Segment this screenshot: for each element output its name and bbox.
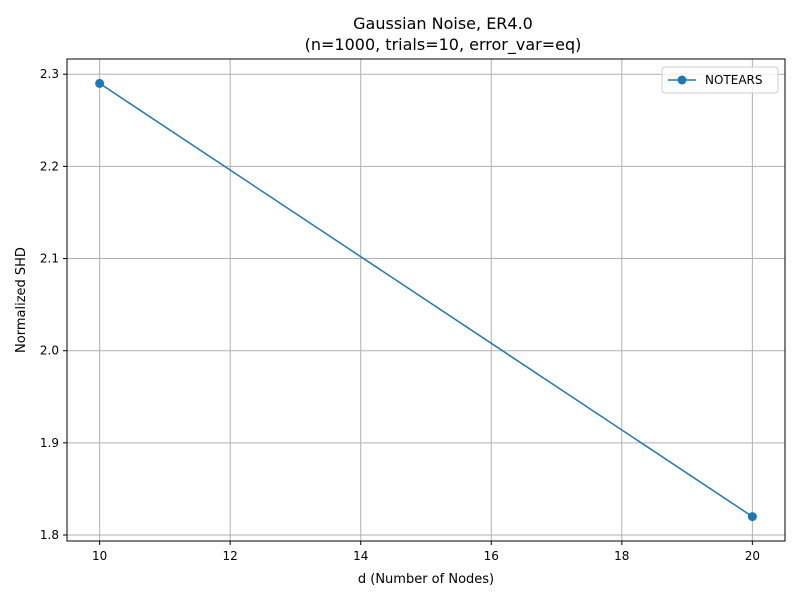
y-axis-label: Normalized SHD [14, 247, 29, 353]
x-tick-label: 16 [484, 549, 499, 563]
x-tick-label: 10 [92, 549, 107, 563]
legend-box [661, 66, 779, 94]
x-tick-label: 18 [614, 549, 629, 563]
series-line-notears [99, 82, 753, 518]
x-tick-label: 14 [353, 549, 368, 563]
chart-subtitle: (n=1000, trials=10, error_var=eq) [305, 35, 582, 55]
legend-label-notears: NOTEARS [705, 73, 763, 87]
legend: NOTEARS [661, 66, 779, 94]
x-tick-label: 12 [223, 549, 238, 563]
y-tick-label: 2.2 [40, 159, 59, 173]
y-axis-ticks: 1.8 1.9 2.0 2.1 2.2 2.3 [40, 67, 67, 542]
y-tick-label: 2.1 [40, 252, 59, 266]
x-tick-label: 20 [745, 549, 760, 563]
series-layer [95, 78, 757, 522]
x-axis-label: d (Number of Nodes) [358, 572, 494, 587]
data-point-notears [747, 512, 757, 522]
y-tick-label: 2.0 [40, 344, 59, 358]
data-point-notears [95, 78, 105, 88]
y-tick-label: 1.9 [40, 436, 59, 450]
y-tick-label: 2.3 [40, 67, 59, 81]
grid [67, 59, 785, 541]
x-axis-ticks: 10 12 14 16 18 20 [92, 541, 760, 563]
plot-area-frame [66, 58, 786, 542]
chart-title: Gaussian Noise, ER4.0 [353, 14, 533, 33]
y-tick-label: 1.8 [40, 528, 59, 542]
legend-marker-notears [677, 75, 687, 85]
